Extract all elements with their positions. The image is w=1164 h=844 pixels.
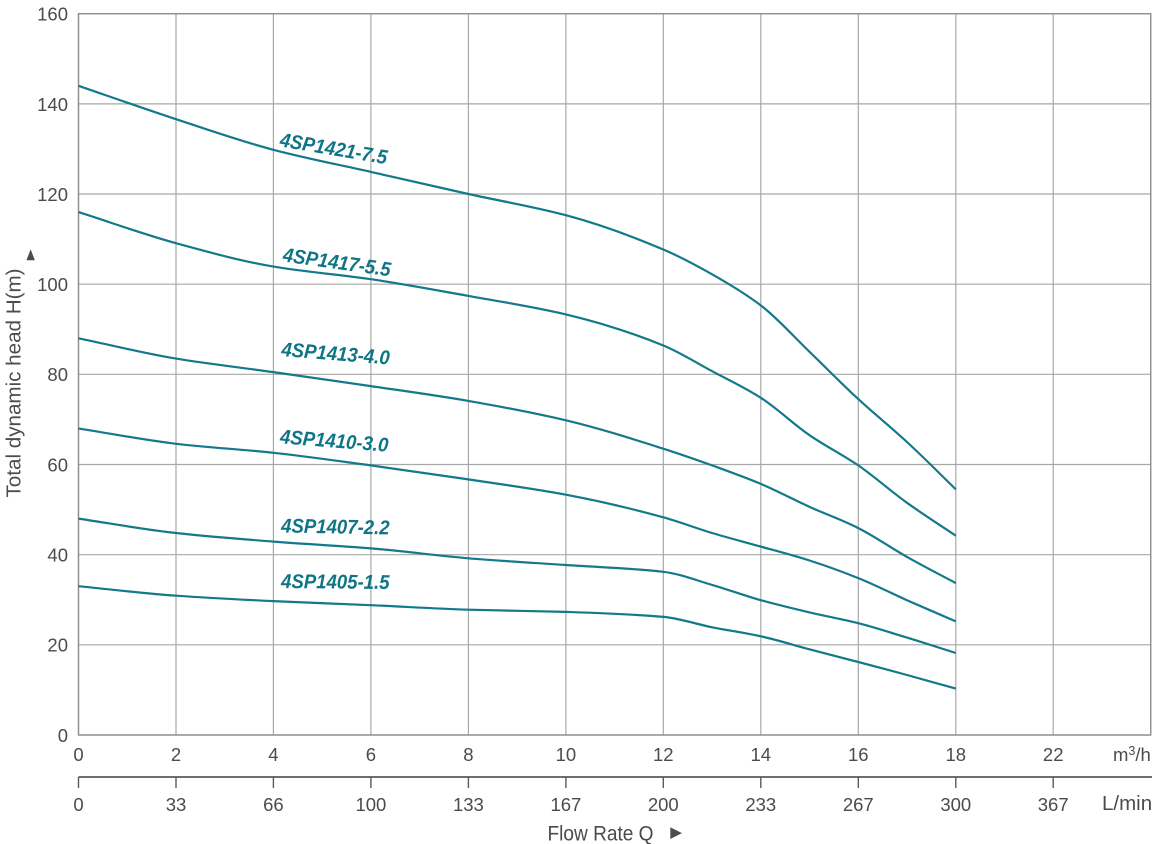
svg-text:120: 120 — [37, 184, 68, 205]
svg-text:18: 18 — [946, 744, 967, 765]
svg-text:0: 0 — [73, 744, 83, 765]
svg-text:300: 300 — [940, 794, 971, 815]
svg-text:60: 60 — [47, 454, 68, 475]
svg-text:140: 140 — [37, 94, 68, 115]
svg-text:40: 40 — [47, 545, 68, 566]
svg-text:m3/h: m3/h — [1113, 744, 1151, 765]
svg-text:6: 6 — [366, 744, 376, 765]
svg-text:160: 160 — [37, 4, 68, 25]
svg-text:167: 167 — [550, 794, 581, 815]
svg-text:233: 233 — [745, 794, 776, 815]
svg-text:4SP1407-2.2: 4SP1407-2.2 — [280, 515, 390, 539]
svg-text:22: 22 — [1043, 744, 1064, 765]
svg-text:4SP1405-1.5: 4SP1405-1.5 — [280, 571, 390, 594]
svg-text:Total dynamic head H(m): Total dynamic head H(m) — [4, 269, 26, 498]
svg-text:16: 16 — [848, 744, 869, 765]
svg-text:20: 20 — [47, 635, 68, 656]
svg-text:100: 100 — [37, 274, 68, 295]
svg-text:L/min: L/min — [1102, 792, 1152, 815]
svg-text:8: 8 — [463, 744, 473, 765]
svg-text:133: 133 — [453, 794, 484, 815]
svg-text:66: 66 — [263, 794, 284, 815]
svg-text:2: 2 — [171, 744, 181, 765]
svg-text:4: 4 — [268, 744, 278, 765]
svg-text:0: 0 — [73, 794, 83, 815]
svg-text:Flow Rate Q: Flow Rate Q — [548, 823, 654, 844]
svg-text:0: 0 — [58, 725, 68, 746]
svg-text:267: 267 — [843, 794, 874, 815]
svg-text:33: 33 — [166, 794, 187, 815]
svg-text:14: 14 — [751, 744, 772, 765]
svg-text:100: 100 — [355, 794, 386, 815]
svg-text:367: 367 — [1038, 794, 1069, 815]
svg-text:80: 80 — [47, 364, 68, 385]
svg-text:10: 10 — [556, 744, 577, 765]
svg-text:12: 12 — [653, 744, 674, 765]
svg-text:200: 200 — [648, 794, 679, 815]
